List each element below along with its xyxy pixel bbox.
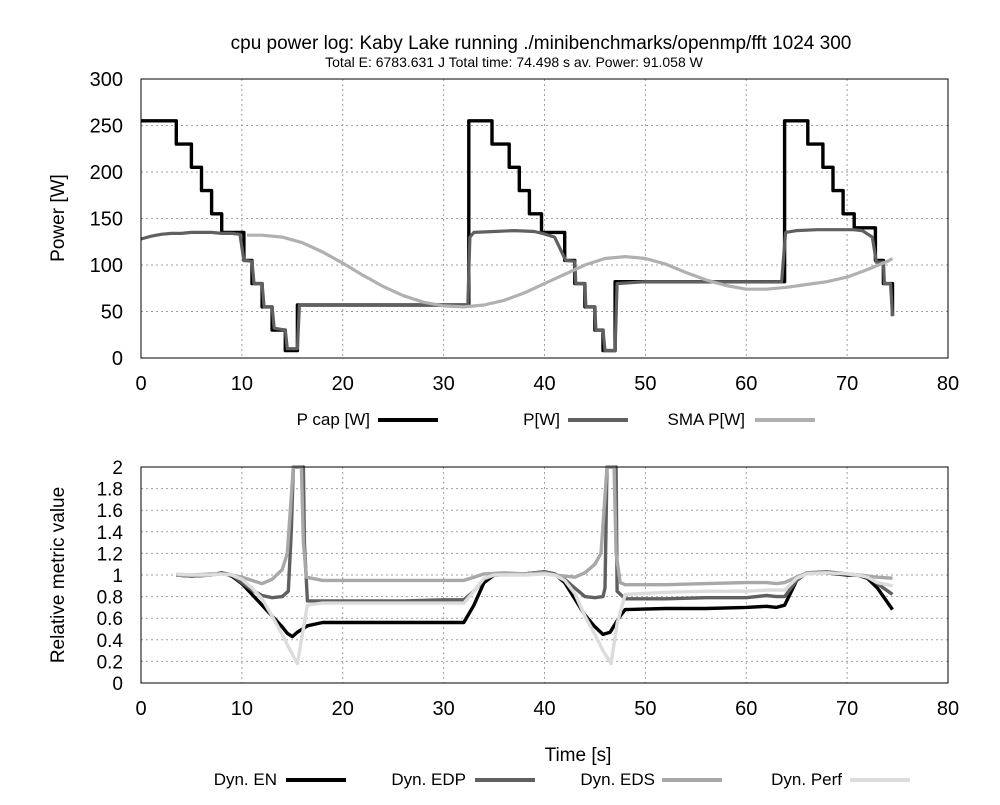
bottom-legend: Dyn. EN Dyn. EDP Dyn. EDS Dyn. Perf xyxy=(214,770,910,789)
top-x-tick-label: 0 xyxy=(135,373,146,395)
top-y-tick-label: 50 xyxy=(101,302,123,324)
legend-label-sma: SMA P[W] xyxy=(668,410,745,429)
series-line-dyn-eds xyxy=(176,465,893,587)
bottom-x-tick-label: 80 xyxy=(937,698,959,720)
series-line-dyn-perf xyxy=(176,571,893,666)
legend-label-dyn-edp: Dyn. EDP xyxy=(391,770,466,789)
top-y-tick-label: 150 xyxy=(90,209,123,231)
bottom-y-tick-label: 0.8 xyxy=(97,588,123,609)
top-y-tick-label: 0 xyxy=(112,348,123,370)
top-plot-frame xyxy=(140,78,949,359)
series-line-sma xyxy=(246,233,894,309)
top-x-tick-label: 50 xyxy=(634,373,656,395)
bottom-x-tick-label: 50 xyxy=(634,698,656,720)
bottom-y-tick-label: 1.6 xyxy=(97,501,123,522)
bottom-x-tick-label: 20 xyxy=(332,698,354,720)
bottom-y-tick-label: 1 xyxy=(112,566,123,587)
top-x-tick-label: 40 xyxy=(533,373,555,395)
legend-label-p: P[W] xyxy=(523,410,560,429)
legend-label-dyn-perf: Dyn. Perf xyxy=(771,770,842,789)
legend-label-p-cap: P cap [W] xyxy=(297,410,370,429)
bottom-x-tick-label: 0 xyxy=(135,698,146,720)
bottom-y-axis-label: Relative metric value xyxy=(48,487,69,663)
legend-label-dyn-en: Dyn. EN xyxy=(214,770,277,789)
bottom-tick-labels: 0 10 20 30 40 50 60 70 8000.20.40.60.811.21.41.6… xyxy=(97,458,960,720)
bottom-y-tick-label: 0.4 xyxy=(97,631,124,652)
bottom-y-tick-label: 2 xyxy=(112,458,123,479)
bottom-grid xyxy=(141,467,948,683)
bottom-x-axis-label: Time [s] xyxy=(545,745,612,766)
bottom-x-tick-label: 10 xyxy=(231,698,253,720)
bottom-x-tick-label: 60 xyxy=(735,698,757,720)
bottom-x-tick-label: 40 xyxy=(533,698,555,720)
top-grid xyxy=(141,79,948,358)
bottom-y-tick-label: 0 xyxy=(112,674,123,695)
top-x-tick-label: 80 xyxy=(937,373,959,395)
top-y-tick-label: 200 xyxy=(90,162,123,184)
top-legend: P cap [W] P[W] SMA P[W] xyxy=(297,410,815,429)
top-x-tick-label: 60 xyxy=(735,373,757,395)
bottom-y-tick-label: 1.2 xyxy=(97,544,123,565)
top-plot-series xyxy=(140,119,895,353)
top-x-tick-label: 10 xyxy=(231,373,253,395)
top-x-tick-label: 70 xyxy=(836,373,858,395)
bottom-plot-series xyxy=(176,465,894,666)
top-y-tick-label: 250 xyxy=(90,116,123,138)
top-x-tick-label: 30 xyxy=(433,373,455,395)
legend-label-dyn-eds: Dyn. EDS xyxy=(580,770,655,789)
bottom-x-tick-label: 70 xyxy=(836,698,858,720)
top-y-tick-label: 100 xyxy=(90,255,123,277)
top-x-tick-label: 20 xyxy=(332,373,354,395)
top-tick-labels: 0 10 20 30 40 50 60 70 80 0 50 100 150 200 250 300 xyxy=(90,69,960,395)
bottom-y-tick-label: 0.6 xyxy=(97,609,123,630)
chart-subtitle: Total E: 6783.631 J Total time: 74.498 s… xyxy=(325,54,703,70)
top-y-axis-label: Power [W] xyxy=(48,174,69,262)
top-y-tick-label: 300 xyxy=(90,69,123,91)
bottom-y-tick-label: 1.4 xyxy=(97,523,124,544)
bottom-plot-frame xyxy=(140,466,949,684)
bottom-y-tick-label: 0.2 xyxy=(97,652,123,673)
bottom-y-tick-label: 1.8 xyxy=(97,480,123,501)
chart-title: cpu power log: Kaby Lake running ./minib… xyxy=(231,33,852,54)
bottom-x-tick-label: 30 xyxy=(433,698,455,720)
series-line-p xyxy=(140,228,895,353)
